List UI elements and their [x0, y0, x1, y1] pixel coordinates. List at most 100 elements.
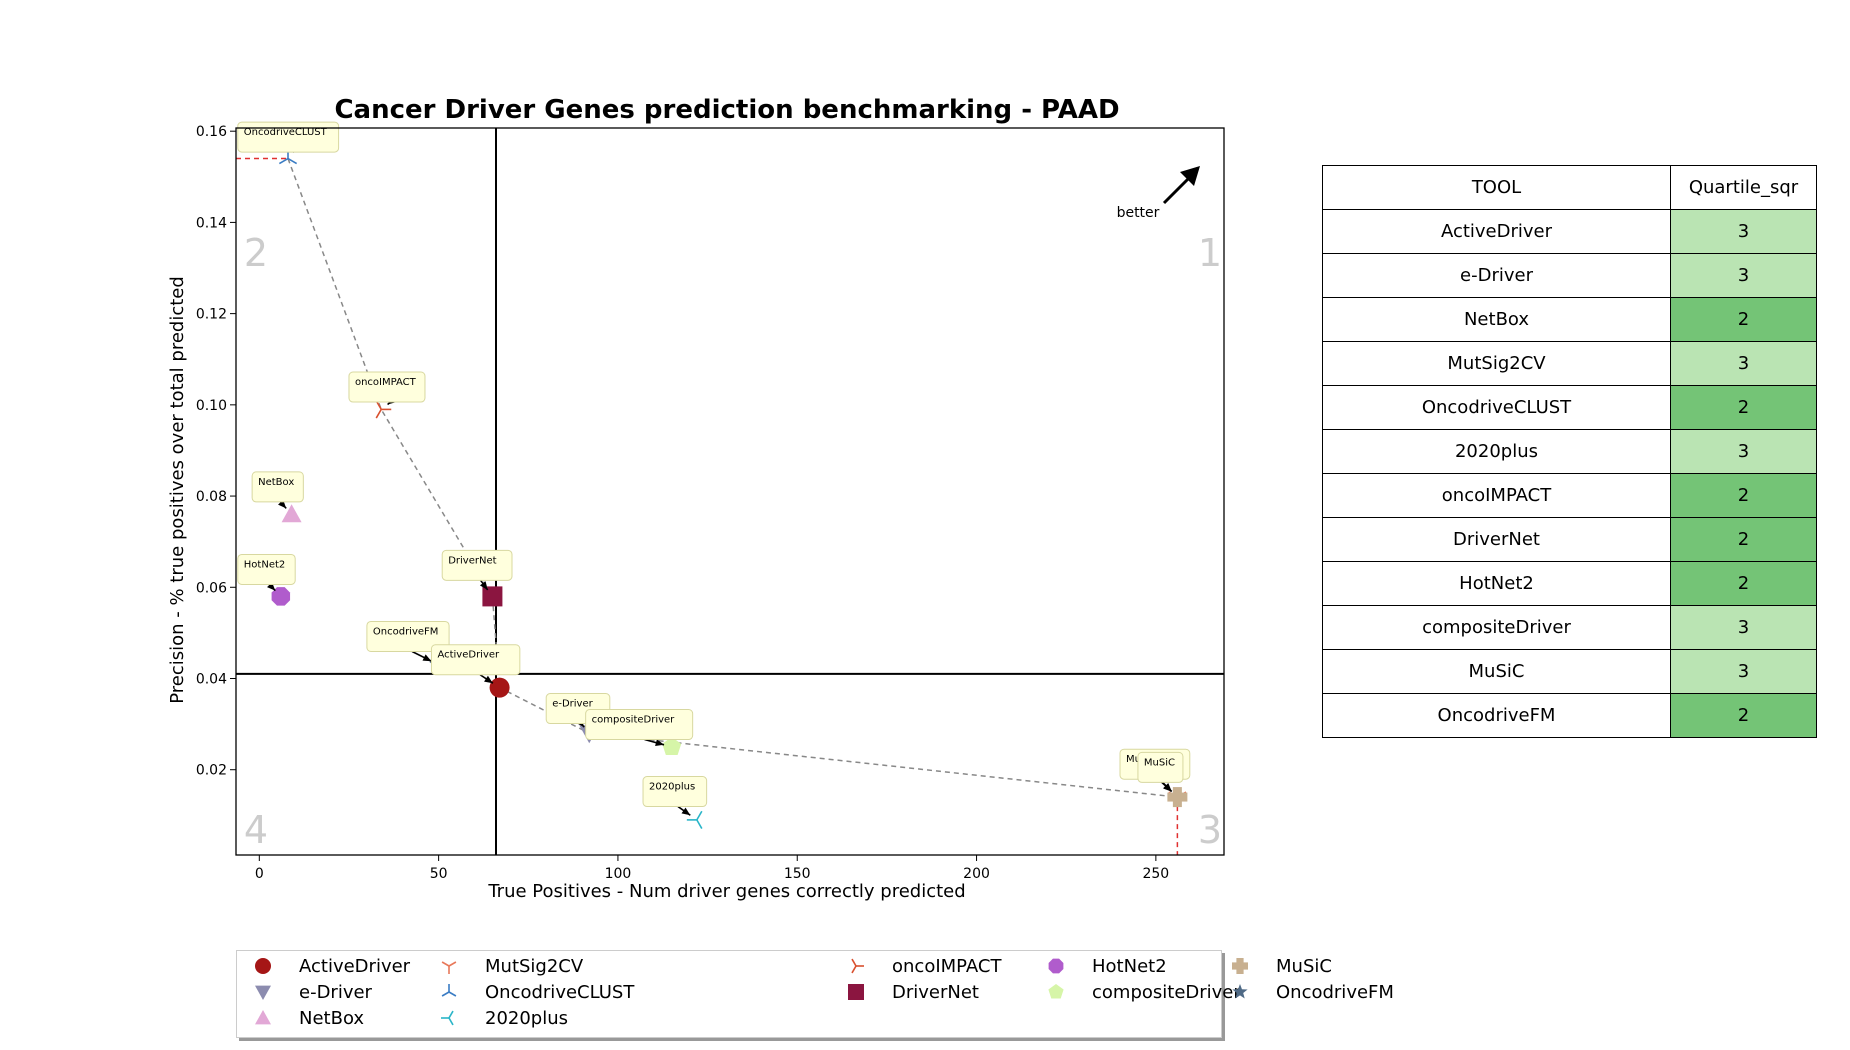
x-tick-label: 250 — [1142, 866, 1169, 882]
plot-area: 1 2 3 4 better — [236, 128, 1224, 855]
axes: 0 50 100 150 200 250 0.02 0.04 0.06 0.08 0.10 0.12 0… — [196, 124, 1225, 882]
annotation-arrowhead-icon — [422, 654, 432, 662]
point-hotnet2 — [271, 587, 291, 606]
annotation-oncodrivefm: OncodriveFM — [366, 620, 450, 662]
chart-title: Cancer Driver Genes prediction benchmark… — [334, 95, 1119, 125]
table-row: ActiveDriver 3 — [1322, 209, 1817, 254]
table-body: ActiveDriver 3 e-Driver 3 NetBox 2 MutSig2CV 3 O… — [1322, 209, 1817, 738]
annotation-label: NetBox — [258, 477, 294, 488]
table-row: oncoIMPACT 2 — [1322, 473, 1817, 518]
legend-marker — [848, 984, 864, 1000]
y-tick-label: 0.14 — [196, 215, 227, 231]
y-tick-label: 0.12 — [196, 307, 227, 323]
legend-marker-icon — [1048, 958, 1064, 974]
legend-marker — [255, 985, 271, 1000]
annotation-arrowhead-icon — [1163, 783, 1172, 792]
cell-tool: ActiveDriver — [1322, 209, 1671, 254]
legend-item-drivernet: DriverNet — [840, 979, 979, 1005]
annotation-arrowhead-icon — [655, 739, 665, 747]
annotation-box — [642, 776, 708, 808]
legend-marker-icon — [441, 961, 457, 974]
legend-label: e-Driver — [299, 981, 372, 1003]
cell-quartile: 3 — [1670, 605, 1817, 650]
header-tool: TOOL — [1322, 165, 1671, 210]
legend-item-netbox: NetBox — [247, 1005, 364, 1031]
cell-quartile: 2 — [1670, 385, 1817, 430]
annotation-box — [348, 371, 426, 403]
x-tick-label: 0 — [255, 866, 264, 882]
legend-item-oncoimpact: oncoIMPACT — [840, 953, 1001, 979]
annotation-oncoimpact: oncoIMPACT — [348, 371, 426, 406]
cell-tool: DriverNet — [1322, 517, 1671, 562]
chart-legend: ActiveDriver e-Driver NetBox MutSig2CV Oncod… — [236, 950, 1394, 1038]
legend-marker — [1232, 958, 1248, 974]
cell-quartile: 2 — [1670, 517, 1817, 562]
cell-tool: e-Driver — [1322, 253, 1671, 298]
legend-marker-icon — [1232, 958, 1248, 974]
annotation-drivernet: DriverNet — [441, 549, 513, 591]
annotation-activedriver: ActiveDriver — [430, 644, 521, 684]
annotation-label: DriverNet — [448, 555, 496, 566]
cell-quartile: 2 — [1670, 297, 1817, 342]
x-tick-label: 50 — [430, 866, 448, 882]
quadrant-label-2: 2 — [244, 231, 268, 275]
annotation-label: 2020plus — [649, 782, 695, 793]
annotation-compositedriver: compositeDriver — [585, 709, 694, 747]
legend-label: MuSiC — [1276, 955, 1332, 977]
annotation-box — [366, 620, 450, 652]
x-tick-label: 100 — [605, 866, 632, 882]
legend-item-compositedriver: compositeDriver — [1040, 979, 1241, 1005]
point-music — [1167, 787, 1188, 808]
legend-marker-icon — [255, 1010, 271, 1025]
legend-label: DriverNet — [892, 981, 979, 1003]
legend-item-activedriver: ActiveDriver — [247, 953, 410, 979]
legend-marker — [1048, 984, 1064, 999]
data-points — [271, 148, 1188, 829]
legend-marker — [441, 1010, 454, 1026]
quartile-table: TOOL Quartile_sqr ActiveDriver 3 e-Driver 3… — [1322, 165, 1817, 738]
cell-tool: compositeDriver — [1322, 605, 1671, 650]
quadrant-label-4: 4 — [244, 808, 268, 852]
annotation-label: HotNet2 — [244, 559, 285, 570]
cell-tool: OncodriveFM — [1322, 693, 1671, 738]
table-row: HotNet2 2 — [1322, 561, 1817, 606]
cell-tool: OncodriveCLUST — [1322, 385, 1671, 430]
legend-item-music: MuSiC — [1224, 953, 1332, 979]
legend-marker-icon — [441, 984, 457, 997]
table-row: MuSiC 3 — [1322, 649, 1817, 694]
header-quartile: Quartile_sqr — [1670, 165, 1817, 210]
better-label: better — [1117, 205, 1160, 221]
legend-marker-icon — [851, 958, 864, 974]
table-row: compositeDriver 3 — [1322, 605, 1817, 650]
annotation-label: OncodriveCLUST — [244, 127, 328, 138]
legend-marker-icon — [848, 984, 864, 1000]
legend-marker — [255, 958, 271, 974]
annotation-arrowhead-icon — [484, 675, 493, 684]
annotation-box — [441, 549, 513, 581]
annotation-box — [251, 471, 304, 503]
point-drivernet — [482, 586, 503, 607]
annotation-music: MuSiC — [1137, 751, 1184, 792]
legend-marker — [1048, 958, 1064, 974]
table-row: DriverNet 2 — [1322, 517, 1817, 562]
annotation-label: OncodriveFM — [373, 626, 439, 637]
annotation-box — [1137, 751, 1184, 783]
legend-label: MutSig2CV — [485, 955, 584, 977]
annotation-oncodriveclust: OncodriveCLUST — [237, 121, 340, 153]
annotation-label: e-Driver — [552, 699, 593, 710]
cell-quartile: 3 — [1670, 209, 1817, 254]
table-row: OncodriveFM 2 — [1322, 693, 1817, 738]
table-row: OncodriveCLUST 2 — [1322, 385, 1817, 430]
y-tick-label: 0.06 — [196, 580, 227, 596]
point-annotations: OncodriveCLUST oncoIMPACT NetBox HotNet2 Dri… — [237, 121, 1191, 816]
x-tick-label: 200 — [963, 866, 990, 882]
legend-marker-icon — [1232, 984, 1248, 999]
cell-tool: 2020plus — [1322, 429, 1671, 474]
annotation-label: ActiveDriver — [437, 650, 500, 661]
cell-tool: NetBox — [1322, 297, 1671, 342]
legend-item-mutsig2cv: MutSig2CV — [433, 953, 583, 979]
annotation-hotnet2: HotNet2 — [237, 553, 296, 592]
annotation-2020plus: 2020plus — [642, 776, 708, 816]
y-tick-label: 0.08 — [196, 489, 227, 505]
